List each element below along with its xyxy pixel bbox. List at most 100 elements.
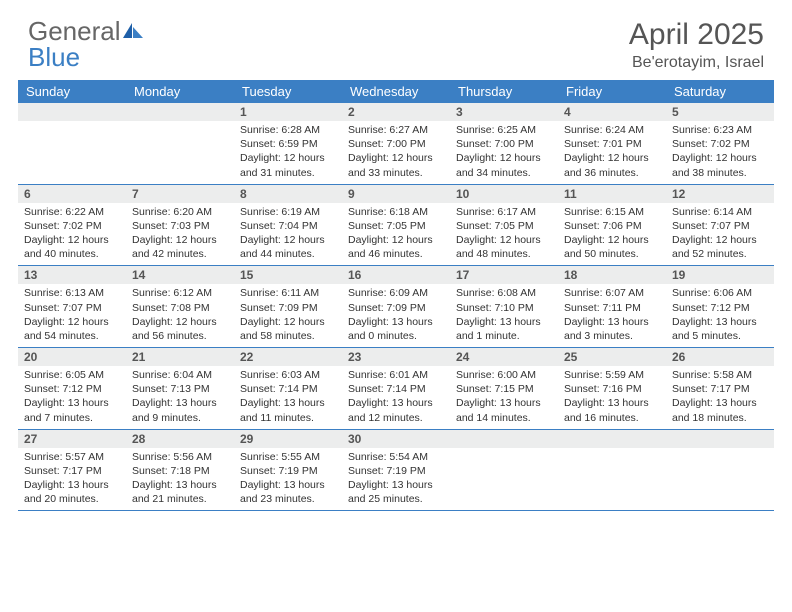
calendar-cell: 25Sunrise: 5:59 AMSunset: 7:16 PMDayligh… [558, 348, 666, 429]
day-number: 10 [450, 185, 558, 203]
day-header: Monday [126, 80, 234, 103]
cell-body: Sunrise: 6:27 AMSunset: 7:00 PMDaylight:… [342, 121, 450, 184]
cell-body: Sunrise: 5:58 AMSunset: 7:17 PMDaylight:… [666, 366, 774, 429]
day-header: Thursday [450, 80, 558, 103]
day-number: 1 [234, 103, 342, 121]
cell-body [450, 448, 558, 506]
sunrise-text: Sunrise: 6:04 AM [132, 368, 228, 382]
day-number: 19 [666, 266, 774, 284]
calendar-week: 27Sunrise: 5:57 AMSunset: 7:17 PMDayligh… [18, 430, 774, 512]
cell-body: Sunrise: 6:24 AMSunset: 7:01 PMDaylight:… [558, 121, 666, 184]
calendar-cell: 7Sunrise: 6:20 AMSunset: 7:03 PMDaylight… [126, 185, 234, 266]
cell-body: Sunrise: 5:54 AMSunset: 7:19 PMDaylight:… [342, 448, 450, 511]
daylight-text: Daylight: 12 hours and 46 minutes. [348, 233, 444, 261]
calendar-cell: 14Sunrise: 6:12 AMSunset: 7:08 PMDayligh… [126, 266, 234, 347]
day-header-row: SundayMondayTuesdayWednesdayThursdayFrid… [18, 80, 774, 103]
daylight-text: Daylight: 13 hours and 21 minutes. [132, 478, 228, 506]
sunrise-text: Sunrise: 6:23 AM [672, 123, 768, 137]
day-number: 17 [450, 266, 558, 284]
cell-body: Sunrise: 6:22 AMSunset: 7:02 PMDaylight:… [18, 203, 126, 266]
calendar-cell: 15Sunrise: 6:11 AMSunset: 7:09 PMDayligh… [234, 266, 342, 347]
day-header: Tuesday [234, 80, 342, 103]
daylight-text: Daylight: 13 hours and 18 minutes. [672, 396, 768, 424]
sunset-text: Sunset: 7:15 PM [456, 382, 552, 396]
sunrise-text: Sunrise: 5:59 AM [564, 368, 660, 382]
cell-body: Sunrise: 5:55 AMSunset: 7:19 PMDaylight:… [234, 448, 342, 511]
sunset-text: Sunset: 6:59 PM [240, 137, 336, 151]
sunset-text: Sunset: 7:16 PM [564, 382, 660, 396]
sunset-text: Sunset: 7:00 PM [456, 137, 552, 151]
cell-body: Sunrise: 6:11 AMSunset: 7:09 PMDaylight:… [234, 284, 342, 347]
cell-body: Sunrise: 5:56 AMSunset: 7:18 PMDaylight:… [126, 448, 234, 511]
sunset-text: Sunset: 7:19 PM [240, 464, 336, 478]
cell-body: Sunrise: 6:07 AMSunset: 7:11 PMDaylight:… [558, 284, 666, 347]
daylight-text: Daylight: 12 hours and 52 minutes. [672, 233, 768, 261]
day-number: 30 [342, 430, 450, 448]
day-number: 14 [126, 266, 234, 284]
cell-body: Sunrise: 6:03 AMSunset: 7:14 PMDaylight:… [234, 366, 342, 429]
calendar-cell: 12Sunrise: 6:14 AMSunset: 7:07 PMDayligh… [666, 185, 774, 266]
sunrise-text: Sunrise: 6:17 AM [456, 205, 552, 219]
sunset-text: Sunset: 7:05 PM [456, 219, 552, 233]
sunrise-text: Sunrise: 6:27 AM [348, 123, 444, 137]
cell-body: Sunrise: 6:06 AMSunset: 7:12 PMDaylight:… [666, 284, 774, 347]
cell-body [18, 121, 126, 179]
cell-body: Sunrise: 6:23 AMSunset: 7:02 PMDaylight:… [666, 121, 774, 184]
daylight-text: Daylight: 12 hours and 54 minutes. [24, 315, 120, 343]
cell-body: Sunrise: 6:08 AMSunset: 7:10 PMDaylight:… [450, 284, 558, 347]
day-number: 7 [126, 185, 234, 203]
calendar-cell: 10 Sunrise: 6:17 AMSunset: 7:05 PMDayligh… [450, 185, 558, 266]
calendar-cell: 28Sunrise: 5:56 AMSunset: 7:18 PMDayligh… [126, 430, 234, 511]
calendar-cell: 3Sunrise: 6:25 AMSunset: 7:00 PMDaylight… [450, 103, 558, 184]
brand-logo: GeneralBlue [28, 18, 145, 70]
day-number: 11 [558, 185, 666, 203]
day-number: 20 [18, 348, 126, 366]
daylight-text: Daylight: 13 hours and 12 minutes. [348, 396, 444, 424]
sunset-text: Sunset: 7:17 PM [672, 382, 768, 396]
calendar-cell [18, 103, 126, 184]
calendar-cell: 11Sunrise: 6:15 AMSunset: 7:06 PMDayligh… [558, 185, 666, 266]
page-header: GeneralBlue April 2025 Be'erotayim, Isra… [0, 0, 792, 80]
sunrise-text: Sunrise: 6:09 AM [348, 286, 444, 300]
day-number [666, 430, 774, 448]
daylight-text: Daylight: 12 hours and 36 minutes. [564, 151, 660, 179]
cell-body: Sunrise: 6:01 AMSunset: 7:14 PMDaylight:… [342, 366, 450, 429]
sunset-text: Sunset: 7:09 PM [348, 301, 444, 315]
sunset-text: Sunset: 7:14 PM [348, 382, 444, 396]
sunrise-text: Sunrise: 6:11 AM [240, 286, 336, 300]
day-number: 3 [450, 103, 558, 121]
daylight-text: Daylight: 12 hours and 48 minutes. [456, 233, 552, 261]
cell-body: Sunrise: 6:04 AMSunset: 7:13 PMDaylight:… [126, 366, 234, 429]
sunrise-text: Sunrise: 6:12 AM [132, 286, 228, 300]
daylight-text: Daylight: 12 hours and 38 minutes. [672, 151, 768, 179]
calendar-cell [450, 430, 558, 511]
day-number [126, 103, 234, 121]
cell-body: Sunrise: 6:09 AMSunset: 7:09 PMDaylight:… [342, 284, 450, 347]
daylight-text: Daylight: 12 hours and 34 minutes. [456, 151, 552, 179]
sunrise-text: Sunrise: 6:19 AM [240, 205, 336, 219]
day-number: 4 [558, 103, 666, 121]
sunrise-text: Sunrise: 6:03 AM [240, 368, 336, 382]
cell-body: Sunrise: 6:19 AMSunset: 7:04 PMDaylight:… [234, 203, 342, 266]
logo-sail-icon [123, 18, 145, 44]
sunrise-text: Sunrise: 5:58 AM [672, 368, 768, 382]
calendar-cell: 21Sunrise: 6:04 AMSunset: 7:13 PMDayligh… [126, 348, 234, 429]
day-number [450, 430, 558, 448]
day-number: 12 [666, 185, 774, 203]
daylight-text: Daylight: 12 hours and 31 minutes. [240, 151, 336, 179]
calendar-cell: 2Sunrise: 6:27 AMSunset: 7:00 PMDaylight… [342, 103, 450, 184]
calendar-cell: 18Sunrise: 6:07 AMSunset: 7:11 PMDayligh… [558, 266, 666, 347]
cell-body: Sunrise: 5:57 AMSunset: 7:17 PMDaylight:… [18, 448, 126, 511]
day-number: 22 [234, 348, 342, 366]
location-text: Be'erotayim, Israel [629, 54, 764, 72]
day-number: 29 [234, 430, 342, 448]
calendar-cell: 30Sunrise: 5:54 AMSunset: 7:19 PMDayligh… [342, 430, 450, 511]
cell-body [558, 448, 666, 506]
sunrise-text: Sunrise: 6:22 AM [24, 205, 120, 219]
sunset-text: Sunset: 7:01 PM [564, 137, 660, 151]
sunrise-text: Sunrise: 6:28 AM [240, 123, 336, 137]
calendar-week: 20Sunrise: 6:05 AMSunset: 7:12 PMDayligh… [18, 348, 774, 430]
page-title: April 2025 [629, 18, 764, 52]
calendar-cell: 8Sunrise: 6:19 AMSunset: 7:04 PMDaylight… [234, 185, 342, 266]
day-header: Saturday [666, 80, 774, 103]
